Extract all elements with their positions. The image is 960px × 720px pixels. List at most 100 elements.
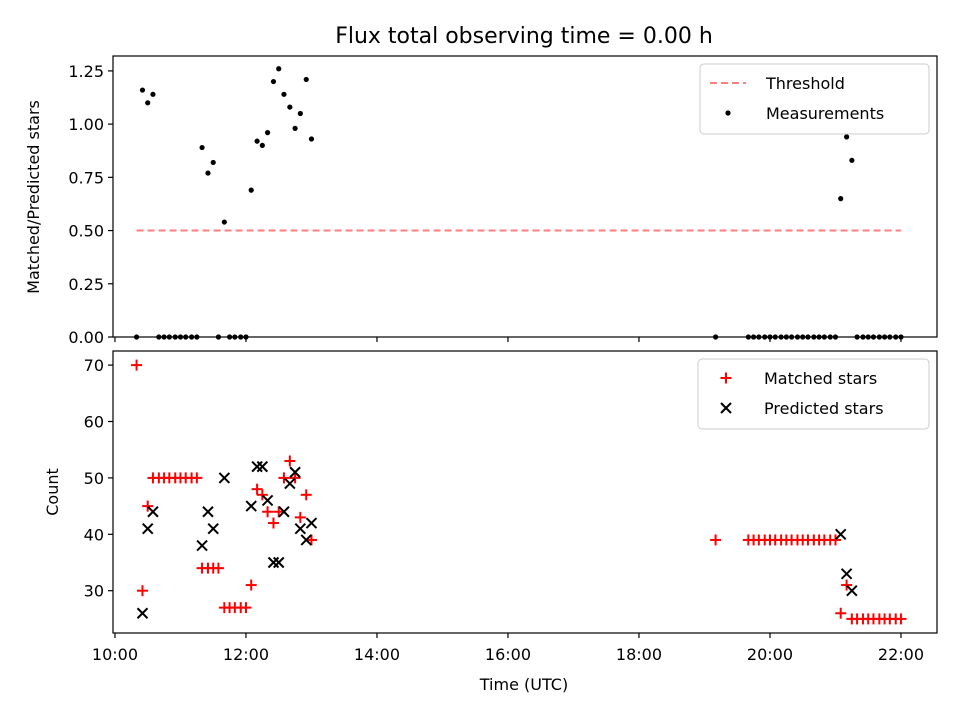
matched-stars-point-22	[251, 483, 263, 495]
measurements-point-22	[254, 138, 260, 144]
measurements-point-30	[297, 110, 303, 117]
bottom-panel-marks	[131, 359, 907, 625]
measurements-point-3	[150, 91, 156, 97]
x-tick-label: 18:00	[616, 645, 662, 664]
x-axis-label: Time (UTC)	[479, 675, 568, 694]
matched-stars-point-62	[895, 613, 907, 625]
x-tick-label: 10:00	[92, 645, 138, 664]
y-tick-label: 0.75	[68, 168, 104, 187]
matched-stars-point-52	[841, 579, 853, 591]
matched-stars-point-32	[305, 534, 317, 546]
legend-label: Predicted stars	[764, 399, 884, 418]
top-legend: Threshold Measurements	[699, 63, 930, 135]
matched-stars-point-28	[284, 455, 296, 467]
predicted-stars-point-4	[202, 506, 214, 518]
predicted-stars-point-0	[136, 607, 149, 619]
legend-label: Threshold	[765, 74, 845, 93]
top-y-axis-label: Matched/Predicted stars	[24, 100, 43, 294]
measurements-point-31	[303, 76, 309, 83]
matched-stars-point-51	[835, 607, 847, 619]
top-panel: Flux total observing time = 0.00 h 0.000…	[24, 24, 938, 347]
legend-label: Measurements	[766, 104, 884, 123]
measurements-point-53	[849, 157, 855, 163]
matched-stars-point-21	[245, 579, 257, 591]
measurements-point-1	[139, 87, 146, 93]
matched-stars-point-27	[278, 472, 290, 484]
predicted-stars-point-9	[256, 460, 269, 473]
predicted-stars-point-10	[261, 494, 274, 507]
predicted-stars-point-18	[305, 517, 318, 529]
legend-handle	[720, 372, 732, 384]
matched-stars-point-2	[142, 500, 154, 512]
predicted-stars-point-13	[278, 506, 290, 518]
predicted-stars-point-20	[840, 568, 853, 580]
measurements-point-26	[276, 66, 282, 72]
measurements-point-25	[270, 78, 277, 85]
bottom-panel-frame	[112, 350, 938, 634]
measurements-point-51	[838, 196, 844, 202]
measurements-point-2	[145, 100, 151, 106]
measurements-point-23	[259, 142, 265, 149]
bottom-legend: Matched stars Predicted stars	[697, 358, 930, 430]
y-tick-label: 1.25	[68, 62, 104, 81]
matched-stars-point-50	[829, 534, 841, 546]
bottom-panel-y-ticks: 30 40 50 60 70	[84, 356, 113, 601]
matched-stars-point-26	[273, 506, 285, 518]
predicted-stars-point-15	[289, 466, 301, 478]
matched-stars-point-20	[240, 602, 252, 614]
legend-box	[697, 358, 930, 430]
measurements-point-21	[248, 187, 254, 193]
y-tick-label: 60	[84, 413, 104, 432]
measurements-point-32	[308, 136, 315, 142]
x-tick-label: 22:00	[878, 645, 924, 664]
predicted-stars-point-12	[273, 556, 285, 569]
measurements-point-12	[199, 144, 205, 151]
x-tick-label: 14:00	[354, 645, 400, 664]
matched-stars-point-25	[267, 517, 279, 529]
measurements-point-29	[292, 125, 298, 131]
top-panel-frame	[112, 55, 938, 338]
bottom-y-axis-label: Count	[43, 468, 62, 516]
predicted-stars-point-19	[835, 528, 847, 541]
chart-title: Flux total observing time = 0.00 h	[335, 24, 713, 49]
bottom-panel: 30 40 50 60 70 10:00 12:00 14:00 16:00 18:00 20:0…	[43, 350, 938, 694]
y-tick-label: 40	[84, 525, 104, 544]
y-tick-label: 0.25	[68, 275, 104, 294]
legend-label: Matched stars	[764, 369, 877, 388]
matched-stars-point-29	[289, 472, 301, 484]
matched-stars-point-23	[256, 489, 268, 501]
y-tick-label: 0.50	[68, 222, 104, 241]
measurements-point-28	[287, 104, 293, 110]
matched-stars-point-33	[710, 534, 722, 546]
predicted-stars-point-3	[196, 539, 208, 552]
top-panel-x-ticks	[114, 337, 902, 342]
y-tick-label: 0.00	[68, 328, 104, 347]
top-panel-y-ticks: 0.00 0.25 0.50 0.75 1.00 1.25	[68, 62, 113, 347]
x-tick-label: 12:00	[223, 645, 269, 664]
legend-handle	[720, 402, 732, 414]
predicted-stars-point-17	[300, 534, 312, 546]
measurements-point-24	[264, 130, 271, 136]
matched-stars-point-24	[262, 506, 274, 518]
x-tick-label: 16:00	[485, 645, 531, 664]
y-tick-label: 30	[84, 582, 104, 601]
predicted-stars-point-1	[142, 522, 154, 535]
predicted-stars-point-5	[207, 522, 219, 535]
y-tick-label: 70	[84, 356, 104, 375]
matched-stars-point-1	[136, 585, 148, 597]
measurements-point-16	[221, 219, 227, 225]
matched-stars-point-31	[300, 489, 312, 501]
predicted-stars-point-8	[251, 460, 263, 473]
bottom-panel-x-ticks: 10:00 12:00 14:00 16:00 18:00 20:00 22:00	[92, 633, 924, 664]
x-tick-label: 20:00	[747, 645, 793, 664]
predicted-stars-point-11	[267, 556, 280, 569]
y-tick-label: 50	[84, 469, 104, 488]
matched-stars-point-0	[131, 359, 143, 371]
measurements-point-14	[210, 159, 216, 166]
predicted-stars-point-16	[294, 522, 307, 535]
legend-box	[699, 63, 930, 135]
measurements-point-27	[281, 91, 287, 97]
legend-handle	[725, 110, 731, 116]
y-tick-label: 1.00	[68, 115, 104, 134]
